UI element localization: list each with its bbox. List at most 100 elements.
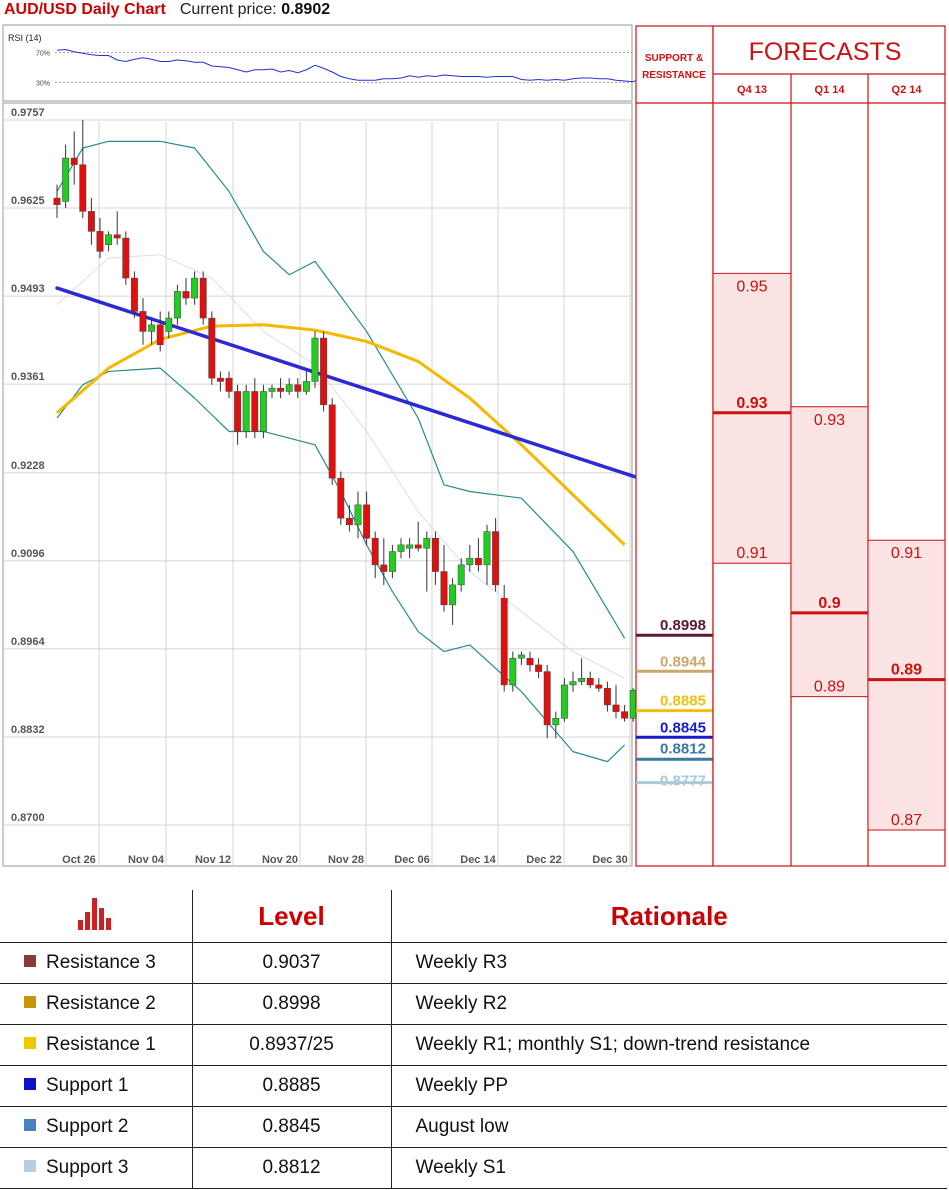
forecast-low-value: 0.87: [891, 812, 922, 829]
sr-level-label: 0.8845: [660, 719, 706, 736]
candle-body: [53, 197, 61, 205]
candle-body: [242, 391, 250, 432]
rsi-label: RSI (14): [8, 33, 42, 43]
x-tick-label: Dec 30: [592, 854, 627, 866]
candle-body: [156, 324, 164, 346]
chart-area: RSI (14) 70% 30% 0.9757 0.9625 0.9493 0.9361 0.…: [2, 24, 946, 867]
level-name-cell: Support 2: [0, 1106, 193, 1148]
level-rationale: Weekly PP: [391, 1065, 947, 1107]
candle-body: [208, 317, 216, 379]
x-tick-label: Nov 28: [328, 854, 364, 866]
table-row: Resistance 3 0.9037 Weekly R3: [0, 942, 947, 984]
level-name-cell: Resistance 2: [0, 983, 193, 1025]
y-tick-label: 0.9361: [11, 371, 45, 383]
level-name: Resistance 2: [46, 993, 156, 1014]
level-name-cell: Resistance 3: [0, 942, 193, 984]
candle-body: [560, 684, 568, 719]
candle-body: [457, 564, 465, 586]
candle-body: [509, 658, 517, 686]
level-swatch: [24, 1118, 36, 1131]
forecast-mid-value: 0.89: [891, 662, 922, 679]
candle-body: [500, 597, 508, 686]
forecast-low-value: 0.89: [814, 679, 845, 696]
level-swatch: [24, 954, 36, 967]
chart-header: AUD/USD Daily Chart Current price: 0.8902: [4, 1, 330, 19]
x-tick-label: Dec 14: [460, 854, 496, 866]
table-row: Support 3 0.8812 Weekly S1: [0, 1147, 947, 1189]
sr-header-line1: SUPPORT &: [645, 53, 703, 64]
candle-body: [62, 157, 70, 202]
y-tick-label: 0.8700: [11, 812, 45, 824]
level-value: 0.8845: [192, 1106, 392, 1148]
candle-body: [191, 277, 199, 299]
chart-title: AUD/USD Daily Chart: [4, 1, 166, 18]
candle-body: [388, 551, 396, 572]
y-tick-label: 0.9096: [11, 548, 45, 560]
level-swatch: [24, 995, 36, 1008]
candle-body: [535, 664, 543, 672]
level-name: Resistance 1: [46, 1034, 156, 1055]
candle-body: [612, 704, 620, 712]
candle-body: [543, 671, 551, 726]
candle-body: [87, 211, 95, 232]
candle-body: [130, 277, 138, 312]
level-swatch: [24, 1036, 36, 1049]
y-tick-label: 0.9625: [11, 195, 45, 207]
level-value: 0.9037: [192, 942, 392, 984]
level-value: 0.8885: [192, 1065, 392, 1107]
candle-body: [96, 231, 104, 252]
y-tick-label: 0.9493: [11, 283, 45, 295]
table-row: Support 1 0.8885 Weekly PP: [0, 1065, 947, 1107]
x-tick-label: Dec 06: [394, 854, 429, 866]
forecast-range-band: [791, 406, 868, 697]
candle-body: [380, 564, 388, 572]
bollinger-middle-line: [56, 254, 625, 679]
price-panel-frame: [2, 102, 633, 867]
forecast-range-band: [713, 273, 791, 564]
level-rationale: Weekly S1: [391, 1147, 947, 1189]
table-row: Resistance 1 0.8937/25 Weekly R1; monthly …: [0, 1024, 947, 1066]
price-label: Current price:: [179, 1, 277, 18]
candle-body: [234, 391, 242, 432]
rsi-panel-frame: [2, 24, 633, 102]
x-tick-label: Dec 22: [526, 854, 561, 866]
bollinger-lower-band: [56, 367, 626, 763]
candle-body: [311, 337, 319, 382]
sr-level-label: 0.8944: [660, 653, 707, 670]
y-tick-label: 0.9757: [11, 107, 45, 119]
candle-body: [371, 537, 379, 566]
candle-body: [113, 234, 121, 239]
candle-body: [122, 237, 130, 279]
candle-body: [431, 537, 439, 572]
bar-chart-icon: [77, 897, 111, 930]
sr-level-label: 0.8885: [660, 693, 706, 710]
sr-level-label: 0.8812: [660, 740, 706, 757]
level-name: Support 1: [46, 1075, 129, 1096]
candle-body: [517, 654, 525, 659]
rsi-line: [56, 48, 642, 83]
level-value: 0.8812: [192, 1147, 392, 1189]
sr-level-label: 0.8777: [660, 773, 706, 790]
candle-body: [302, 381, 310, 392]
candle-body: [216, 377, 224, 382]
bollinger-upper-band: [56, 140, 626, 639]
candle-body: [337, 477, 345, 519]
candle-body: [406, 544, 414, 549]
sr-header-line2: RESISTANCE: [642, 70, 706, 81]
x-tick-label: Nov 04: [128, 854, 165, 866]
level-name-cell: Support 3: [0, 1147, 193, 1189]
candle-body: [277, 387, 285, 392]
forecast-mid-value: 0.93: [736, 395, 767, 412]
x-tick-label: Nov 20: [262, 854, 298, 866]
level-name-cell: Resistance 1: [0, 1024, 193, 1066]
forecast-high-value: 0.91: [891, 545, 922, 562]
rsi-level-label: 70%: [36, 51, 50, 58]
forecast-high-value: 0.95: [736, 278, 767, 295]
level-rationale: Weekly R1; monthly S1; down-trend resist…: [391, 1024, 947, 1066]
level-name: Resistance 3: [46, 952, 156, 973]
candle-body: [320, 337, 328, 406]
y-tick-label: 0.9228: [11, 460, 45, 472]
candle-body: [569, 681, 577, 686]
level-name: Support 3: [46, 1157, 129, 1178]
table-row: Support 2 0.8845 August low: [0, 1106, 947, 1148]
